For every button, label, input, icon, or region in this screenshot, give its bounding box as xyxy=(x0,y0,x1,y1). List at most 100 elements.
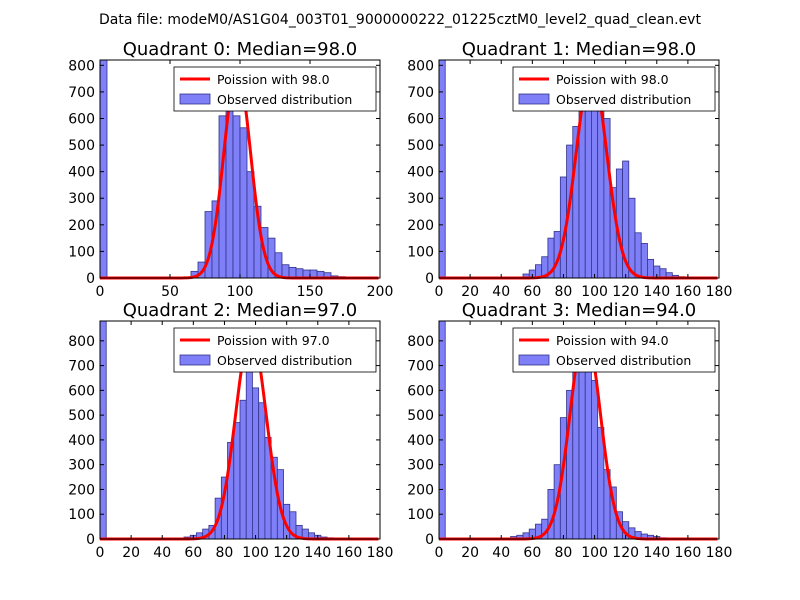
x-tick-label: 0 xyxy=(435,545,444,561)
y-tick-label: 700 xyxy=(68,359,95,375)
histogram-bar xyxy=(233,422,241,540)
histogram-bar xyxy=(438,59,446,279)
y-tick-label: 200 xyxy=(407,482,434,498)
y-tick-label: 800 xyxy=(407,58,434,74)
histogram-bar xyxy=(232,115,241,279)
panel-quadrant-1: Quadrant 1: Median=98.0 0 20 40 60 80 100 120 1… xyxy=(407,39,732,300)
legend-line-label: Poission with 97.0 xyxy=(217,333,330,348)
y-tick-label: 0 xyxy=(86,271,95,287)
legend: Poission with 94.0 Observed distribution xyxy=(512,327,716,373)
x-tick-label: 140 xyxy=(643,284,670,300)
x-tick-label: 0 xyxy=(96,545,105,561)
x-tick-label: 100 xyxy=(581,545,608,561)
y-tick-label: 200 xyxy=(68,482,95,498)
panel-title: Quadrant 1: Median=98.0 xyxy=(462,39,697,60)
histogram-bar xyxy=(591,380,599,540)
x-tick-label: 0 xyxy=(96,284,105,300)
figure-suptitle: Data file: modeM0/AS1G04_003T01_90000002… xyxy=(99,12,701,28)
y-tick-label: 400 xyxy=(68,433,95,449)
histogram-bar xyxy=(258,402,266,540)
axes-frame xyxy=(99,320,381,540)
axes-frame xyxy=(438,59,720,279)
panel-quadrant-3: Quadrant 3: Median=94.0 0 20 40 60 80 100 120 1… xyxy=(407,300,732,561)
y-tick-label: 200 xyxy=(68,218,95,234)
histogram-bar xyxy=(239,127,248,279)
legend-bar-label: Observed distribution xyxy=(217,353,352,368)
histogram-bar xyxy=(438,320,446,540)
y-tick-label: 400 xyxy=(68,165,95,181)
x-tick-label: 60 xyxy=(523,545,541,561)
y-tick-label: 0 xyxy=(425,271,434,287)
x-tick-label: 120 xyxy=(612,545,639,561)
legend-bar-swatch xyxy=(179,354,211,366)
x-tick-label: 50 xyxy=(161,284,179,300)
x-tick-label: 0 xyxy=(435,284,444,300)
x-tick-label: 40 xyxy=(492,545,510,561)
x-tick-label: 160 xyxy=(675,545,702,561)
x-tick-label: 100 xyxy=(227,284,254,300)
y-tick-label: 500 xyxy=(407,408,434,424)
x-tick-label: 60 xyxy=(523,284,541,300)
y-tick-label: 700 xyxy=(68,85,95,101)
y-tick-label: 600 xyxy=(407,383,434,399)
x-tick-label: 200 xyxy=(367,284,394,300)
y-tick-label: 0 xyxy=(86,532,95,548)
panel-quadrant-0: Quadrant 0: Median=98.0 0 50 100 150 200 0 100… xyxy=(68,39,393,300)
y-tick-label: 100 xyxy=(68,244,95,260)
x-tick-label: 40 xyxy=(153,545,171,561)
y-tick-label: 700 xyxy=(407,359,434,375)
legend-bar-swatch xyxy=(179,93,211,105)
x-tick-label: 180 xyxy=(367,545,394,561)
panel-title: Quadrant 0: Median=98.0 xyxy=(123,39,358,60)
legend-bar-label: Observed distribution xyxy=(556,353,691,368)
y-tick-label: 300 xyxy=(407,191,434,207)
axes-frame xyxy=(438,320,720,540)
x-tick-label: 60 xyxy=(184,545,202,561)
x-tick-label: 140 xyxy=(643,545,670,561)
y-tick-label: 600 xyxy=(68,111,95,127)
legend-bar-label: Observed distribution xyxy=(556,92,691,107)
y-tick-label: 300 xyxy=(407,458,434,474)
y-tick-label: 600 xyxy=(68,383,95,399)
x-tick-label: 20 xyxy=(122,545,140,561)
y-tick-label: 500 xyxy=(68,408,95,424)
panel-quadrant-2: Quadrant 2: Median=97.0 0 20 40 60 80 100 120 1… xyxy=(68,300,393,561)
y-tick-label: 800 xyxy=(68,334,95,350)
histogram-bar xyxy=(99,320,107,540)
legend-line-label: Poission with 98.0 xyxy=(556,72,669,87)
histogram-bar xyxy=(634,232,642,279)
legend: Poission with 98.0 Observed distribution xyxy=(512,66,716,112)
legend-bar-label: Observed distribution xyxy=(217,92,352,107)
x-tick-label: 20 xyxy=(461,545,479,561)
y-tick-label: 800 xyxy=(407,334,434,350)
legend-bar-swatch xyxy=(518,354,550,366)
x-tick-label: 80 xyxy=(216,545,234,561)
x-tick-label: 40 xyxy=(492,284,510,300)
y-tick-label: 500 xyxy=(407,138,434,154)
x-tick-label: 120 xyxy=(273,545,300,561)
x-tick-label: 150 xyxy=(297,284,324,300)
y-tick-label: 400 xyxy=(407,165,434,181)
panel-title: Quadrant 2: Median=97.0 xyxy=(123,300,358,321)
y-tick-label: 100 xyxy=(407,244,434,260)
legend: Poission with 97.0 Observed distribution xyxy=(173,327,377,373)
x-tick-label: 120 xyxy=(612,284,639,300)
x-tick-label: 80 xyxy=(555,545,573,561)
histogram-bar xyxy=(288,266,297,279)
legend-line-label: Poission with 98.0 xyxy=(217,72,330,87)
histogram-bar xyxy=(640,243,648,279)
y-tick-label: 300 xyxy=(68,458,95,474)
legend-bar-swatch xyxy=(518,93,550,105)
x-tick-label: 140 xyxy=(304,545,331,561)
y-tick-label: 800 xyxy=(68,58,95,74)
panel-title: Quadrant 3: Median=94.0 xyxy=(462,300,697,321)
histogram-bar xyxy=(99,59,108,279)
histogram-bar xyxy=(647,258,655,279)
y-tick-label: 100 xyxy=(407,507,434,523)
y-tick-label: 500 xyxy=(68,138,95,154)
histogram-bar xyxy=(584,91,592,279)
x-tick-label: 100 xyxy=(581,284,608,300)
x-tick-label: 160 xyxy=(336,545,363,561)
y-tick-label: 300 xyxy=(68,191,95,207)
